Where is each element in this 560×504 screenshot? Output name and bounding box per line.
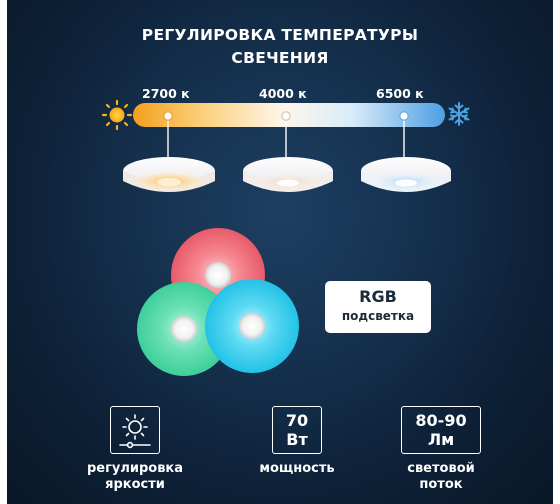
feature-label-brightness-line1: регулировка [86, 461, 184, 476]
feature-label-luminous-flux: световой поток [391, 461, 491, 493]
luminous-flux-unit: Лм [427, 430, 455, 449]
power-unit: Вт [286, 430, 308, 449]
snowflake-icon [448, 102, 470, 126]
feature-label-power: мощность [247, 461, 347, 477]
rgb-circle-cyan [205, 279, 299, 373]
marker-label-4000: 4000 к [259, 86, 307, 101]
marker-dot-4000 [281, 111, 291, 121]
feature-box-power: 70 Вт [272, 406, 322, 454]
feature-label-power-line1: мощность [259, 461, 335, 476]
illustration [101, 99, 470, 449]
feature-label-brightness: регулировка яркости [70, 461, 200, 493]
feature-label-flux-line2: поток [419, 477, 463, 492]
marker-label-6500: 6500 к [376, 86, 424, 101]
product-card: РЕГУЛИРОВКА ТЕМПЕРАТУРЫ СВЕЧЕНИЯ 2700 к … [7, 0, 553, 504]
sun-icon [101, 99, 133, 131]
ceiling-lamp-neutral [243, 157, 333, 192]
feature-box-brightness [110, 406, 160, 454]
power-value: 70 [285, 411, 309, 430]
lamp-cords [167, 116, 405, 157]
rgb-circle-green [137, 282, 231, 376]
marker-dot-6500 [399, 111, 409, 121]
feature-label-brightness-line2: яркости [105, 477, 165, 492]
rgb-backlight-badge: RGB подсветка [325, 281, 431, 333]
heading-line-2: СВЕЧЕНИЯ [231, 49, 329, 67]
feature-label-flux-line1: световой [407, 461, 475, 476]
feature-box-luminous-flux: 80-90 Лм [401, 406, 481, 454]
luminous-flux-value: 80-90 [415, 411, 467, 430]
rgb-badge-subtitle: подсветка [341, 309, 415, 323]
marker-dot-2700 [163, 111, 173, 121]
ceiling-lamp-warm [123, 157, 215, 192]
marker-label-2700: 2700 к [142, 86, 190, 101]
ceiling-lamp-cool [361, 157, 451, 192]
brightness-icon [119, 414, 151, 449]
heading-line-1: РЕГУЛИРОВКА ТЕМПЕРАТУРЫ [141, 26, 419, 44]
rgb-badge-title: RGB [359, 287, 397, 306]
